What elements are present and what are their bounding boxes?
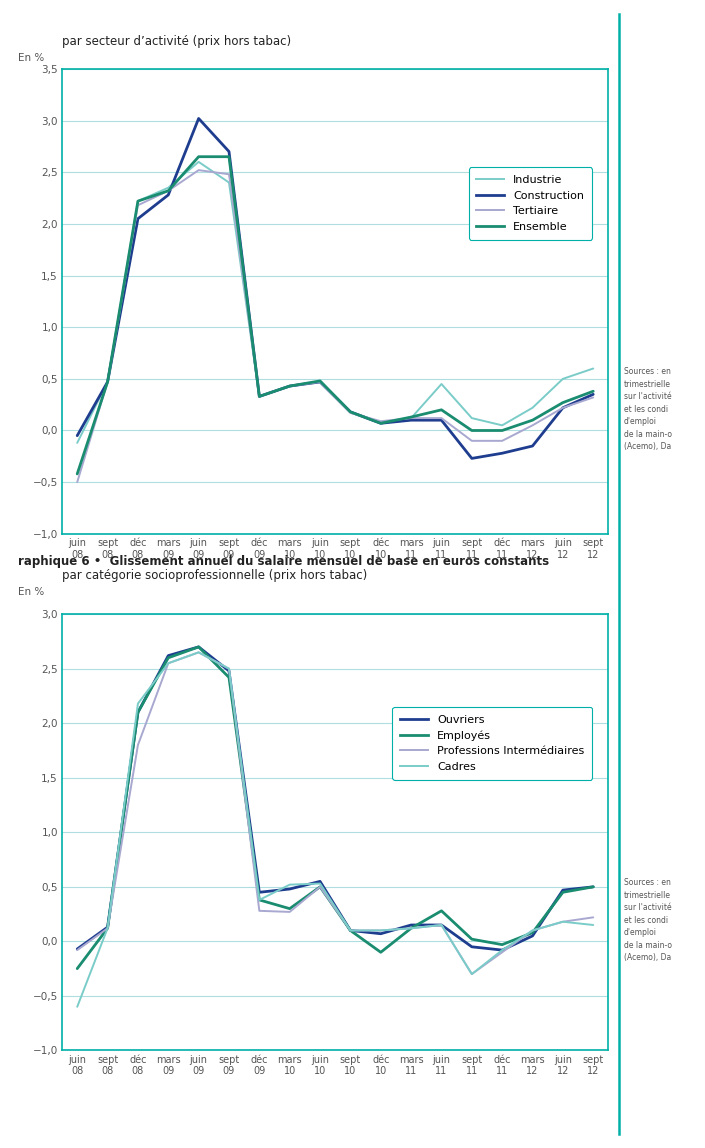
Legend: Ouvriers, Employés, Professions Intermédiaires, Cadres: Ouvriers, Employés, Professions Interméd… [393, 707, 592, 779]
Text: Sources : en
trimestrielle
sur l'activité
et les condi
d'emploi
de la main-o
(Ac: Sources : en trimestrielle sur l'activit… [624, 367, 672, 451]
Text: En %: En % [18, 53, 44, 63]
Text: En %: En % [18, 587, 44, 597]
Legend: Industrie, Construction, Tertiaire, Ensemble: Industrie, Construction, Tertiaire, Ense… [469, 168, 592, 240]
Text: Sources : en
trimestrielle
sur l'activité
et les condi
d'emploi
de la main-o
(Ac: Sources : en trimestrielle sur l'activit… [624, 878, 672, 962]
Text: raphique 6 •  Glissement annuel du salaire mensuel de base en euros constants: raphique 6 • Glissement annuel du salair… [18, 556, 548, 568]
Text: par catégorie socioprofessionnelle (prix hors tabac): par catégorie socioprofessionnelle (prix… [62, 569, 367, 582]
Text: par secteur d’activité (prix hors tabac): par secteur d’activité (prix hors tabac) [62, 36, 291, 48]
